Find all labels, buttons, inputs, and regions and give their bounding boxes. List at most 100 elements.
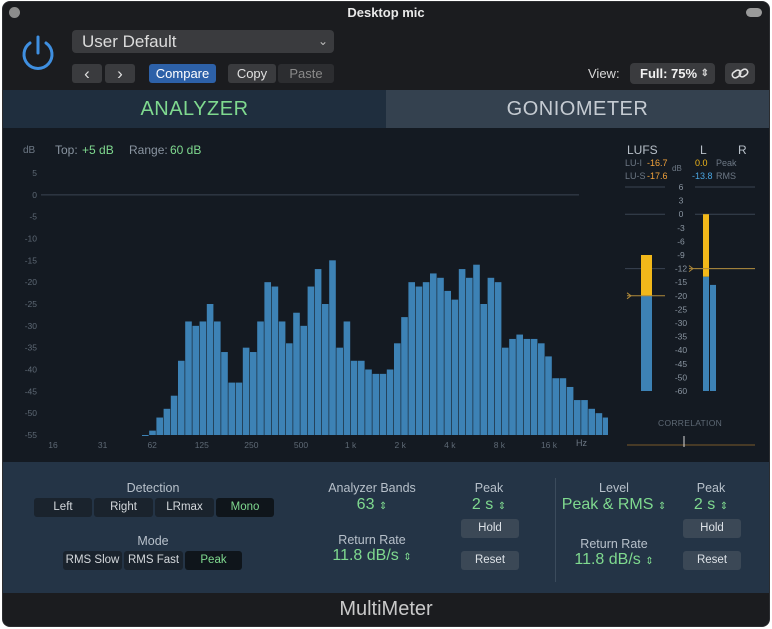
reset-button[interactable]: Reset bbox=[461, 551, 519, 570]
meter-scale-label: -3 bbox=[677, 223, 685, 233]
copy-button[interactable]: Copy bbox=[228, 64, 276, 83]
spectrum-bar bbox=[379, 373, 387, 435]
spectrum-bar bbox=[480, 304, 487, 435]
peak-title: Peak bbox=[474, 481, 504, 495]
previous-preset-button[interactable]: ‹ bbox=[72, 64, 102, 83]
level-select[interactable]: Peak & RMS ⇕ bbox=[549, 496, 679, 514]
stepper-arrows-icon: ⇕ bbox=[657, 501, 667, 512]
spectrum-bar bbox=[494, 282, 502, 435]
spectrum-bar bbox=[502, 347, 509, 435]
close-window-button[interactable] bbox=[9, 7, 20, 18]
spectrum-bar bbox=[422, 282, 430, 435]
spectrum-bar bbox=[142, 435, 149, 436]
spectrum-bar bbox=[350, 360, 358, 435]
stepper-arrows-icon: ⇕ bbox=[719, 501, 729, 512]
spectrum-bar bbox=[214, 321, 221, 435]
y-tick-label: -15 bbox=[25, 255, 38, 265]
stepper-arrows-icon: ⇕ bbox=[497, 501, 507, 512]
y-tick-label: -35 bbox=[25, 343, 38, 353]
y-tick-label: -40 bbox=[25, 365, 38, 375]
mode-rms-slow[interactable]: RMS Slow bbox=[63, 551, 122, 570]
meter-scale-label: -30 bbox=[675, 318, 688, 328]
next-preset-button[interactable]: › bbox=[105, 64, 135, 83]
spectrum-bar bbox=[235, 382, 243, 435]
meter-scale-label: 6 bbox=[679, 182, 684, 192]
link-button[interactable] bbox=[725, 63, 755, 84]
range-value[interactable]: 60 dB bbox=[170, 143, 202, 157]
window-title: Desktop mic bbox=[347, 5, 425, 20]
hz-unit-label: Hz bbox=[576, 438, 587, 448]
level-peak-select[interactable]: 2 s ⇕ bbox=[681, 496, 741, 514]
peak-value: 0.0 bbox=[695, 158, 708, 168]
spectrum-bar bbox=[185, 321, 192, 435]
hold-button[interactable]: Hold bbox=[461, 519, 519, 538]
peak-hold-select[interactable]: 2 s ⇕ bbox=[459, 496, 519, 514]
spectrum-bar bbox=[466, 277, 473, 435]
level-peak-title: Peak bbox=[696, 481, 726, 495]
meter-scale-label: -9 bbox=[677, 250, 685, 260]
mode-peak[interactable]: Peak bbox=[185, 551, 242, 570]
level-hold-button[interactable]: Hold bbox=[683, 519, 741, 538]
spectrum-bar bbox=[487, 277, 495, 435]
lu-i-value: -16.7 bbox=[647, 158, 668, 168]
level-return-rate-select[interactable]: 11.8 dB/s ⇕ bbox=[554, 551, 674, 569]
spectrum-bar bbox=[509, 338, 516, 435]
lu-i-label: LU-I bbox=[625, 158, 643, 168]
detection-lrmax[interactable]: LRmax bbox=[155, 498, 214, 517]
stepper-arrows-icon: ⇕ bbox=[700, 68, 709, 79]
mode-rms-fast[interactable]: RMS Fast bbox=[124, 551, 183, 570]
compare-button[interactable]: Compare bbox=[149, 64, 216, 83]
spectrum-bar bbox=[574, 400, 581, 435]
detection-right[interactable]: Right bbox=[94, 498, 153, 517]
spectrum-bar bbox=[300, 325, 307, 435]
spectrum-bar bbox=[286, 343, 293, 435]
y-tick-label: -30 bbox=[25, 321, 38, 331]
top-value[interactable]: +5 dB bbox=[82, 143, 114, 157]
spectrum-bar bbox=[307, 286, 315, 435]
level-reset-button[interactable]: Reset bbox=[683, 551, 741, 570]
left-meter-rms-bar bbox=[703, 276, 709, 391]
db-unit-label: dB bbox=[23, 145, 36, 156]
detection-mono[interactable]: Mono bbox=[216, 498, 274, 517]
meter-scale-label: 0 bbox=[679, 209, 684, 219]
x-tick-label: 1 k bbox=[345, 440, 357, 450]
spectrum-bar bbox=[163, 408, 171, 435]
y-tick-label: -5 bbox=[29, 212, 37, 222]
meter-scale-label: -20 bbox=[675, 291, 688, 301]
spectrum-bar bbox=[228, 382, 235, 435]
detection-left[interactable]: Left bbox=[34, 498, 92, 517]
spectrum-bar bbox=[545, 356, 552, 435]
stepper-arrows-icon: ⇕ bbox=[645, 556, 654, 567]
level-title: Level bbox=[599, 481, 629, 495]
spectrum-bar bbox=[250, 352, 257, 435]
meter-scale-label: -6 bbox=[677, 236, 685, 246]
preset-menu[interactable]: User Default ⌄ bbox=[72, 30, 334, 53]
power-icon[interactable] bbox=[19, 34, 57, 72]
y-tick-label: -50 bbox=[25, 408, 38, 418]
analyzer-bands-select[interactable]: 63 ⇕ bbox=[312, 496, 432, 514]
lufs-meter-peak-bar bbox=[641, 255, 652, 296]
spectrum-bar bbox=[372, 373, 379, 435]
view-size-value: Full: 75% bbox=[640, 66, 698, 81]
spectrum-bar bbox=[415, 286, 423, 435]
return-rate-select[interactable]: 11.8 dB/s ⇕ bbox=[312, 547, 432, 565]
lu-s-label: LU-S bbox=[625, 171, 646, 181]
spectrum-bar bbox=[343, 321, 351, 435]
spectrum-bar bbox=[329, 260, 336, 435]
tab-analyzer[interactable]: ANALYZER bbox=[3, 90, 386, 128]
left-meter-peak-bar bbox=[703, 214, 709, 277]
meter-scale-label: -60 bbox=[675, 386, 688, 396]
view-size-select[interactable]: Full: 75% ⇕ bbox=[630, 63, 715, 84]
level-return-rate-title: Return Rate bbox=[580, 537, 648, 551]
paste-button[interactable]: Paste bbox=[278, 64, 334, 83]
analyzer-bands-title: Analyzer Bands bbox=[328, 481, 416, 495]
y-tick-label: -45 bbox=[25, 386, 38, 396]
meter-scale-label: -45 bbox=[675, 359, 688, 369]
peak-hold-value: 2 s bbox=[471, 496, 494, 513]
chevron-down-icon: ⌄ bbox=[317, 34, 328, 48]
meter-scale-label: -35 bbox=[675, 332, 688, 342]
spectrum-bar bbox=[523, 338, 531, 435]
toolbar-toggle-button[interactable] bbox=[746, 8, 762, 17]
tab-goniometer[interactable]: GONIOMETER bbox=[386, 90, 769, 128]
spectrum-bar bbox=[602, 417, 608, 435]
